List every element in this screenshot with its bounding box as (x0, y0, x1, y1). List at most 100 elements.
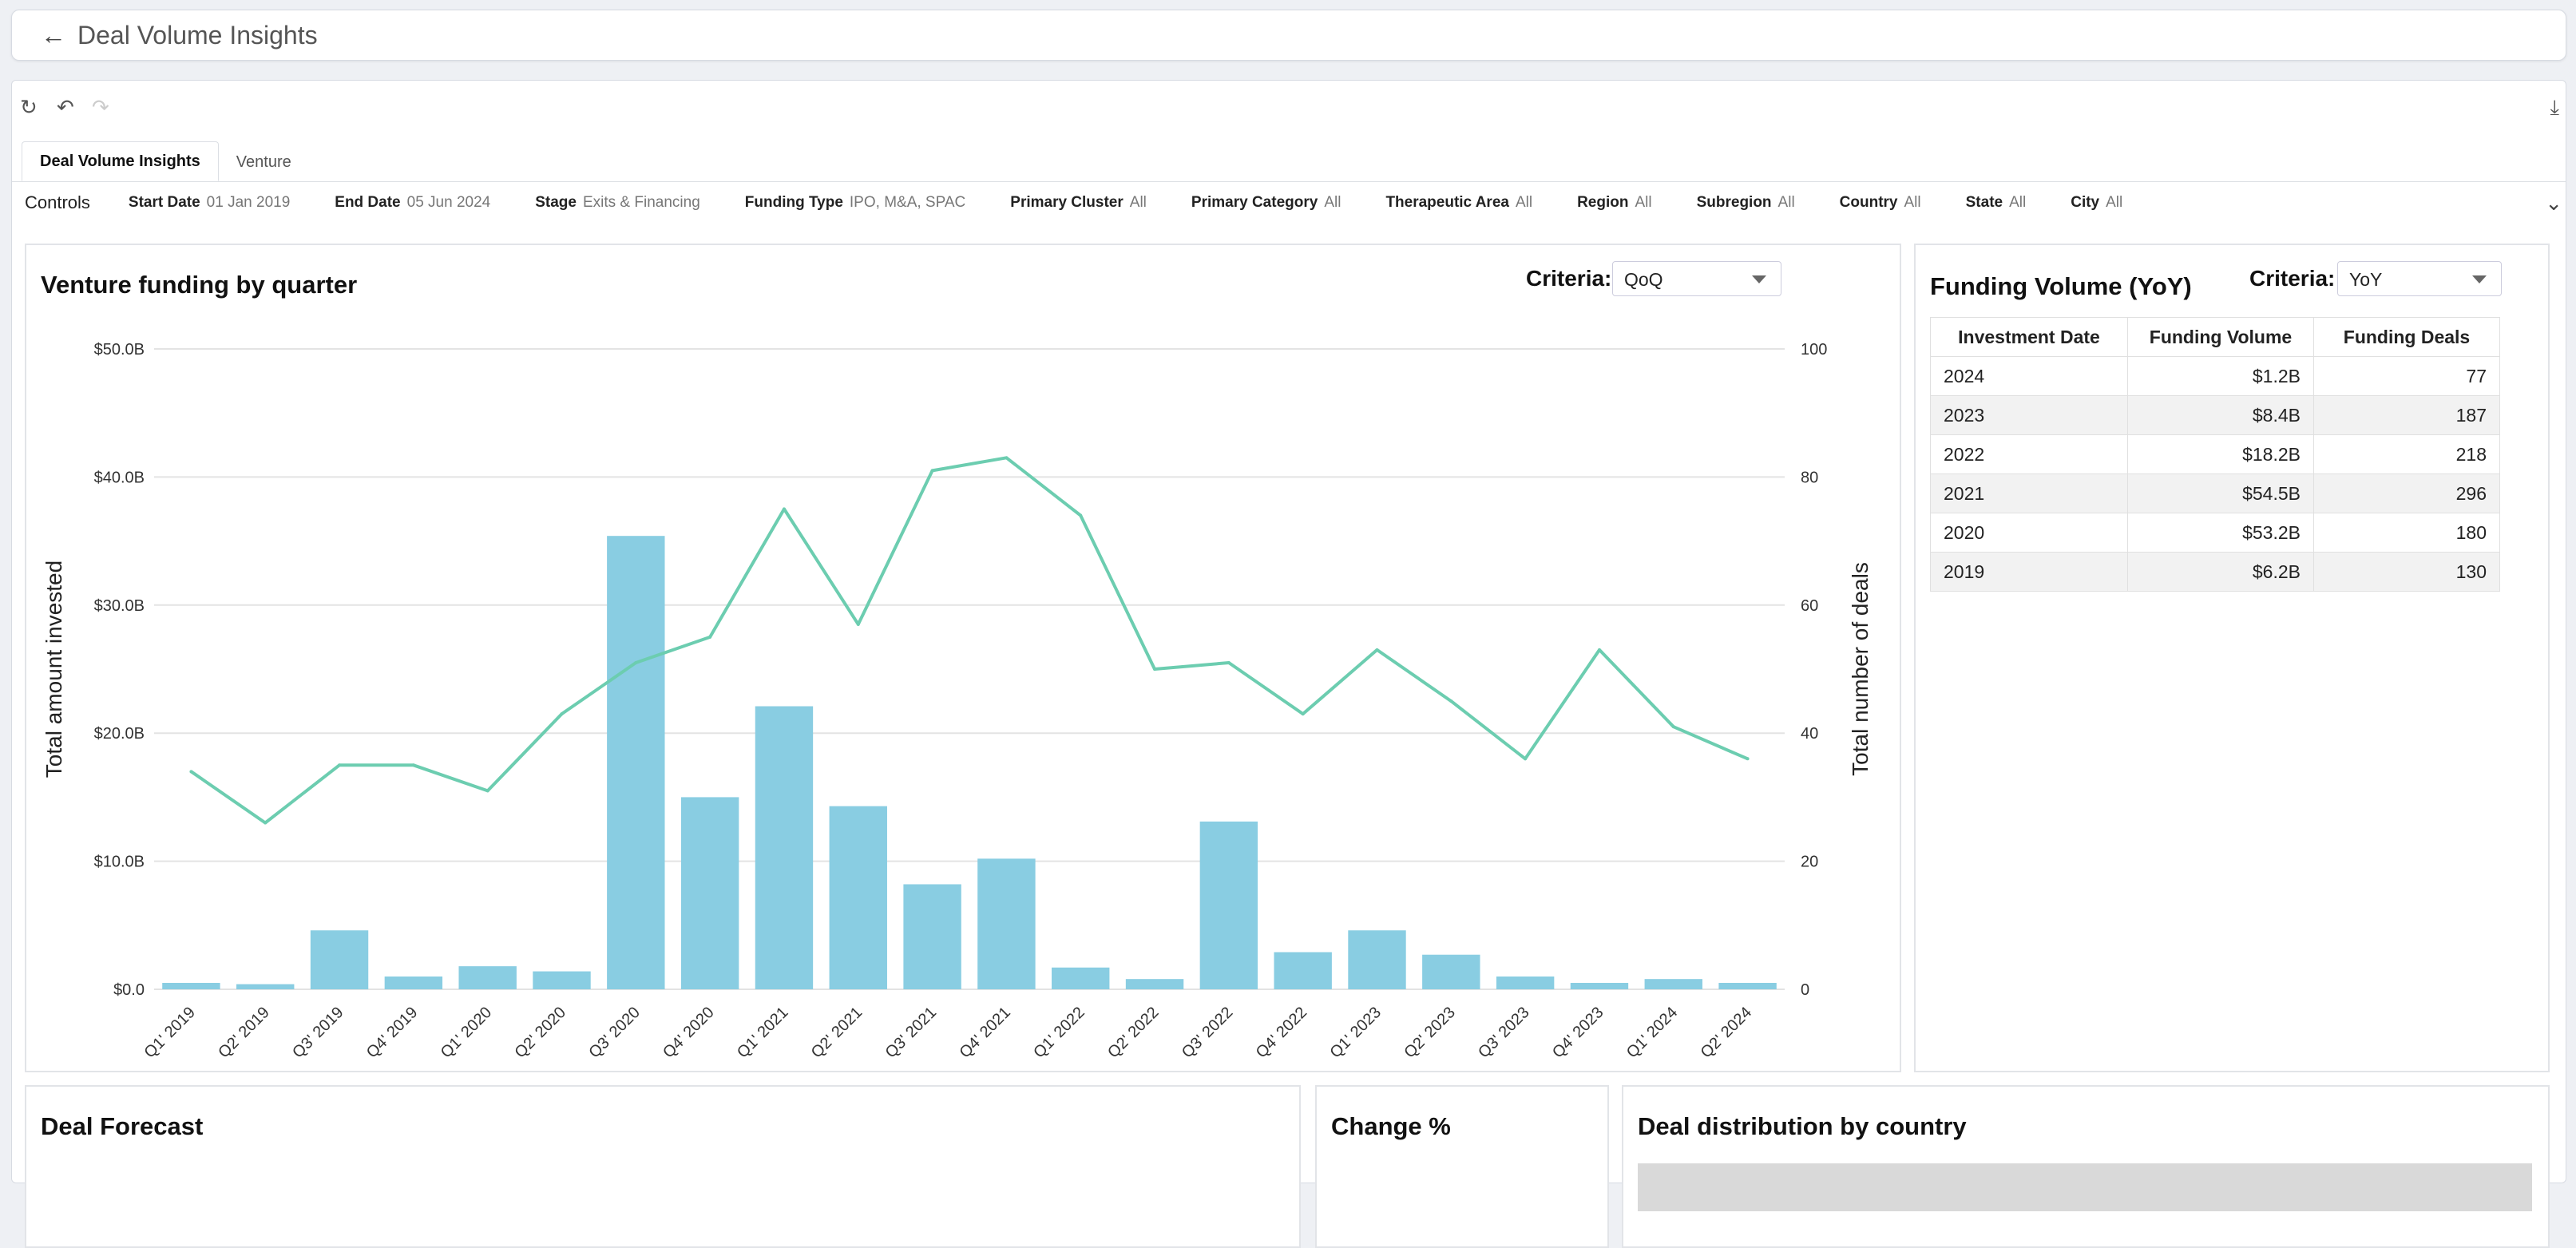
bar (977, 858, 1036, 989)
y2-tick-label: 0 (1801, 981, 1809, 999)
y2-tick-label: 20 (1801, 854, 1818, 871)
filter-subregion[interactable]: Subregion All (1697, 194, 1795, 212)
cell-volume: $1.2B (2127, 356, 2314, 396)
chevron-down-icon[interactable]: ⌄ (2545, 191, 2562, 215)
deals-point (1301, 712, 1305, 716)
y-tick-label: $0.0 (113, 981, 145, 999)
column-header: Investment Date (1930, 317, 2128, 357)
arrow-left-icon[interactable]: ← (41, 20, 66, 50)
download-icon[interactable]: ⤓ (2550, 95, 2560, 119)
dashboard-panel: ↻ ↶ ↷ ⤓ Deal Volume Insights Venture Con… (11, 80, 2566, 1248)
filter-label: Therapeutic Area (1385, 194, 1509, 211)
cell-date: 2023 (1930, 395, 2128, 435)
bar (903, 884, 961, 989)
deals-point (189, 770, 193, 774)
y-axis-title: Total amount invested (42, 561, 66, 778)
bar (1052, 967, 1110, 989)
filter-country[interactable]: Country All (1840, 194, 1921, 212)
cell-date: 2024 (1930, 356, 2128, 396)
redo-icon[interactable]: ↷ (92, 95, 109, 119)
filter-therapeutic-area[interactable]: Therapeutic Area All (1385, 194, 1532, 212)
filter-start-date[interactable]: Start Date 01 Jan 2019 (129, 194, 290, 212)
bar (1570, 982, 1629, 989)
funding-criteria-value: YoY (2349, 269, 2383, 290)
x-tick-label: Q3' 2019 (289, 1004, 347, 1062)
filter-state[interactable]: State All (1966, 194, 2027, 212)
filter-value: IPO, M&A, SPAC (849, 194, 966, 211)
x-tick-label: Q1' 2024 (1623, 1004, 1682, 1062)
filter-primary-category[interactable]: Primary Category All (1191, 194, 1342, 212)
y-tick-label: $40.0B (94, 469, 145, 486)
filter-label: Primary Cluster (1010, 194, 1124, 211)
filter-value: All (1324, 194, 1342, 211)
cell-volume: $53.2B (2127, 513, 2314, 553)
y2-tick-label: 80 (1801, 469, 1818, 486)
filter-region[interactable]: Region All (1577, 194, 1652, 212)
y-tick-label: $10.0B (94, 854, 145, 871)
filter-stage[interactable]: Stage Exits & Financing (535, 194, 700, 212)
y2-tick-label: 40 (1801, 725, 1818, 743)
x-tick-label: Q4' 2021 (956, 1004, 1014, 1062)
filter-value: All (1635, 194, 1652, 211)
refresh-icon[interactable]: ↻ (20, 95, 38, 119)
filter-label: City (2071, 194, 2100, 211)
change-percent-card: Change % (1315, 1085, 1609, 1248)
cell-volume: $6.2B (2127, 552, 2314, 592)
venture-criteria-select[interactable]: QoQ (1612, 261, 1781, 296)
deal-distribution-card: Deal distribution by country (1622, 1085, 2550, 1248)
cell-volume: $8.4B (2127, 395, 2314, 435)
filter-end-date[interactable]: End Date 05 Jun 2024 (335, 194, 490, 212)
y2-tick-label: 60 (1801, 597, 1818, 615)
column-header: Funding Volume (2127, 317, 2314, 357)
undo-icon[interactable]: ↶ (57, 95, 74, 119)
table-row: 2022 $18.2B 218 (1930, 434, 2500, 474)
cell-deals: 296 (2313, 473, 2500, 513)
deal-forecast-card: Deal Forecast (25, 1085, 1301, 1248)
cell-deals: 187 (2313, 395, 2500, 435)
x-tick-label: Q2' 2021 (808, 1004, 866, 1062)
deals-point (411, 763, 415, 767)
filter-label: End Date (335, 194, 401, 211)
bar (384, 976, 443, 989)
deals-point (485, 789, 489, 793)
tab-deal-volume-insights[interactable]: Deal Volume Insights (22, 141, 219, 181)
x-tick-label: Q3' 2023 (1475, 1004, 1533, 1062)
bar (680, 797, 739, 989)
x-tick-label: Q1' 2022 (1030, 1004, 1088, 1062)
change-percent-title: Change % (1331, 1112, 1451, 1140)
bar (310, 930, 369, 989)
filter-primary-cluster[interactable]: Primary Cluster All (1010, 194, 1147, 212)
x-tick-label: Q1' 2020 (438, 1004, 496, 1062)
filter-value: All (1904, 194, 1921, 211)
deals-point (560, 712, 564, 716)
x-tick-label: Q2' 2024 (1698, 1004, 1756, 1062)
filter-value: 05 Jun 2024 (406, 194, 491, 211)
column-header: Funding Deals (2313, 317, 2500, 357)
filter-funding-type[interactable]: Funding Type IPO, M&A, SPAC (745, 194, 966, 212)
tab-venture[interactable]: Venture (236, 153, 291, 171)
filter-label: Start Date (128, 194, 200, 211)
deal-forecast-title: Deal Forecast (41, 1112, 204, 1140)
deals-point (338, 763, 342, 767)
filter-label: State (1965, 194, 2003, 211)
funding-criteria-select[interactable]: YoY (2337, 261, 2502, 296)
bar (1274, 952, 1332, 989)
deals-point (1524, 757, 1528, 761)
filter-value: All (1515, 194, 1533, 211)
venture-chart: $0.0 $10.0B $20.0B $30.0B $40.0B $50.0B 0 20 40 6… (42, 341, 1873, 1062)
deals-point (782, 507, 786, 511)
filter-value: All (1129, 194, 1147, 211)
bar (1422, 954, 1480, 989)
venture-funding-card: Venture funding by quarter Criteria: QoQ… (25, 244, 1901, 1072)
x-tick-label: Q2' 2023 (1401, 1004, 1459, 1062)
x-tick-label: Q4' 2022 (1253, 1004, 1311, 1062)
x-tick-label: Q1' 2021 (734, 1004, 792, 1062)
x-tick-label: Q4' 2020 (660, 1004, 718, 1062)
bar (1348, 930, 1406, 989)
deals-point (1449, 699, 1453, 703)
deals-point (634, 660, 638, 664)
deals-point (1005, 456, 1009, 460)
filter-value: All (2106, 194, 2123, 211)
filter-city[interactable]: City All (2071, 194, 2122, 212)
table-header-row: Investment Date Funding Volume Funding D… (1930, 317, 2500, 357)
